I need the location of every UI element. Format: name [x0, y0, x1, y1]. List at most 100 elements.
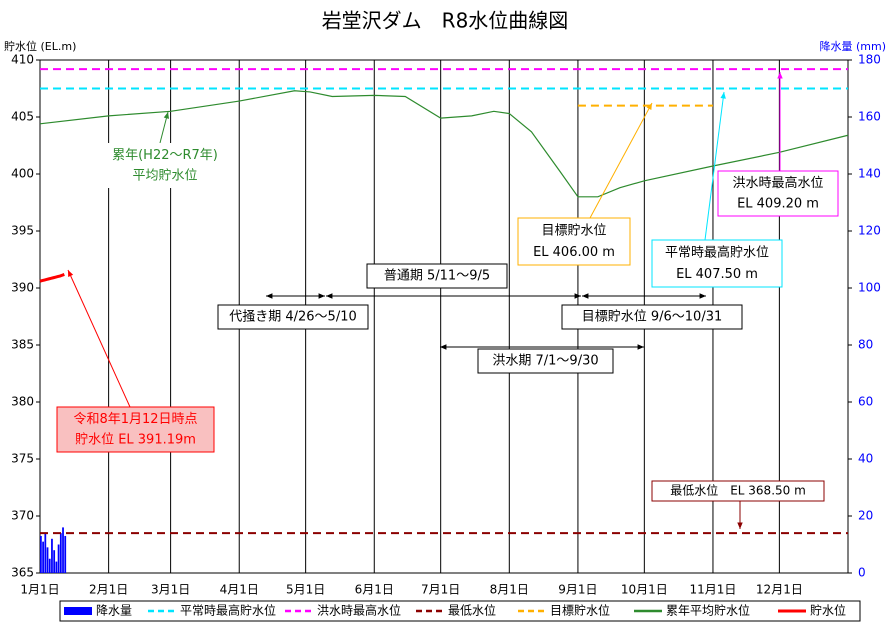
annotation-box	[56, 406, 215, 453]
annotation-text: 洪水時最高水位	[732, 175, 823, 191]
bar	[42, 541, 44, 573]
bar	[57, 544, 60, 573]
annotation-box	[517, 217, 631, 266]
arrow-head	[326, 293, 333, 299]
y2-tick-label: 40	[858, 452, 873, 466]
annotation-text: 平常時最高貯水位	[665, 244, 769, 260]
bar	[46, 547, 49, 573]
y2-tick-label: 160	[858, 110, 881, 124]
arrow-head	[574, 293, 581, 299]
legend-label: 平常時最高貯水位	[180, 603, 276, 618]
annotation-box	[717, 170, 839, 217]
y2-axis-title: 降水量 (mm)	[819, 39, 886, 53]
arrow-line	[589, 102, 653, 219]
annotation-text: 目標貯水位 9/6～10/31	[582, 310, 723, 325]
arrow-head	[266, 293, 273, 299]
bar	[55, 561, 58, 573]
bar	[64, 535, 67, 573]
annotation-box	[651, 239, 783, 288]
y2-tick-label: 100	[858, 281, 881, 295]
bar	[62, 527, 64, 573]
annotation-text: 貯水位 EL 391.19m	[75, 432, 196, 447]
arrow-head	[163, 112, 170, 119]
arrow-head	[637, 344, 644, 350]
y2-tick-label: 140	[858, 167, 881, 181]
bar	[53, 550, 56, 573]
y-tick-label: 410	[11, 53, 34, 67]
legend-label: 貯水位	[810, 603, 846, 618]
annotation-box	[477, 348, 614, 374]
arrow-line	[67, 269, 131, 408]
x-tick-label: 1月1日	[20, 583, 59, 597]
y-tick-label: 395	[11, 224, 34, 238]
annotation-text: EL 409.20 m	[737, 196, 819, 211]
x-tick-label: 6月1日	[355, 583, 394, 597]
bar	[51, 538, 53, 573]
annotation-text: EL 406.00 m	[533, 245, 615, 260]
x-tick-label: 8月1日	[490, 583, 529, 597]
legend-label: 累年平均貯水位	[666, 603, 750, 618]
annotation-text: 洪水期 7/1～9/30	[492, 354, 598, 369]
x-tick-label: 2月1日	[89, 583, 128, 597]
arrow-head	[720, 92, 726, 99]
y-tick-label: 400	[11, 167, 34, 181]
bar	[59, 533, 62, 573]
arrow-head	[646, 103, 652, 110]
annotation-text: 累年(H22～R7年)	[112, 148, 218, 163]
bar	[44, 533, 47, 573]
y2-tick-label: 120	[858, 224, 881, 238]
legend	[59, 600, 861, 622]
y-tick-label: 405	[11, 110, 34, 124]
annotation-box	[100, 143, 230, 188]
y-tick-label: 385	[11, 338, 34, 352]
y2-tick-label: 180	[858, 53, 881, 67]
y-axis-title: 貯水位 (EL.m)	[4, 39, 76, 53]
y-tick-label: 365	[11, 566, 34, 580]
x-tick-label: 12月1日	[756, 583, 803, 597]
arrow-head	[699, 293, 706, 299]
y-tick-label: 390	[11, 281, 34, 295]
annotation-text: 普通期 5/11～9/5	[384, 269, 490, 284]
arrow-head	[440, 344, 447, 350]
annotation-text: 平均貯水位	[132, 168, 197, 183]
annotation-box	[217, 304, 369, 330]
annotation-text: EL 407.50 m	[676, 267, 758, 282]
x-tick-label: 11月1日	[690, 583, 737, 597]
arrow-head	[777, 72, 783, 79]
y-tick-label: 370	[11, 509, 34, 523]
y2-tick-label: 0	[858, 566, 866, 580]
arrow-head	[737, 522, 743, 529]
legend-swatch	[64, 607, 92, 615]
chart-title: 岩堂沢ダム R8水位曲線図	[322, 9, 569, 33]
x-tick-label: 9月1日	[558, 583, 597, 597]
annotation-text: 最低水位 EL 368.50 m	[670, 483, 806, 498]
bar	[48, 558, 51, 573]
arrow-line	[704, 91, 725, 241]
y2-tick-label: 60	[858, 395, 873, 409]
x-tick-label: 3月1日	[151, 583, 190, 597]
arrow-head	[68, 270, 74, 277]
annotation-box	[651, 480, 825, 502]
arrow-head	[582, 293, 589, 299]
y2-tick-label: 80	[858, 338, 873, 352]
y-tick-label: 375	[11, 452, 34, 466]
x-tick-label: 4月1日	[220, 583, 259, 597]
x-tick-label: 7月1日	[421, 583, 460, 597]
x-tick-label: 10月1日	[621, 583, 668, 597]
legend-label: 降水量	[96, 604, 132, 618]
annotation-text: 目標貯水位	[541, 223, 606, 238]
x-tick-label: 5月1日	[286, 583, 325, 597]
y2-tick-label: 20	[858, 509, 873, 523]
annotation-box	[366, 263, 508, 289]
arrow-head	[318, 293, 325, 299]
line	[39, 90, 849, 198]
annotation-text: 代掻き期 4/26～5/10	[229, 310, 357, 325]
legend-label: 最低水位	[448, 603, 496, 618]
y-tick-label: 380	[11, 395, 34, 409]
bar	[40, 535, 42, 573]
annotation-box	[561, 304, 743, 330]
line	[39, 273, 65, 283]
legend-label: 目標貯水位	[550, 603, 610, 618]
legend-label: 洪水時最高水位	[317, 603, 401, 618]
